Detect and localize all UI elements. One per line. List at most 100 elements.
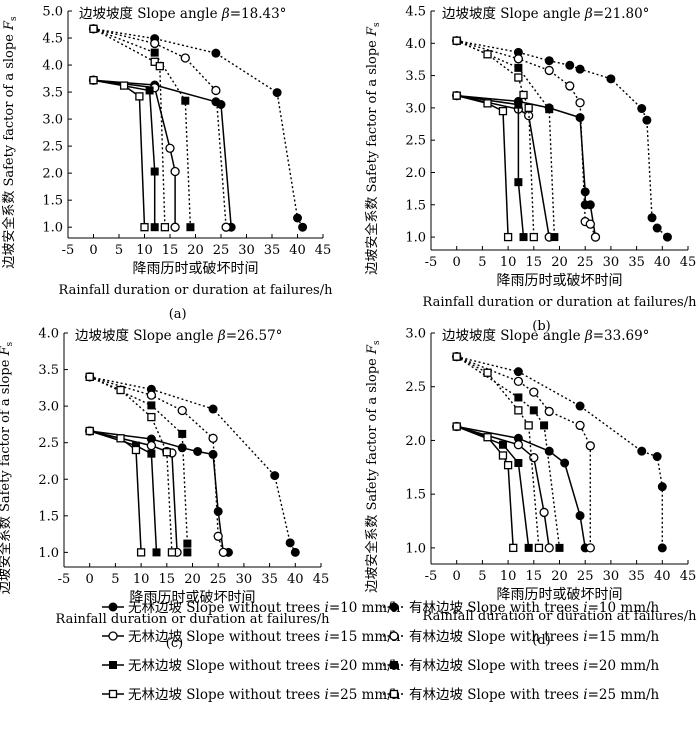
- data-point: [513, 54, 524, 64]
- data-point: [213, 506, 223, 516]
- data-point: [498, 451, 508, 460]
- chart-title: 边坡坡度 Slope angle β=21.80°: [442, 6, 649, 22]
- x-tick-label: 15: [159, 572, 176, 587]
- data-point: [606, 74, 616, 84]
- y-tick-label: 5.0: [42, 5, 63, 20]
- data-point: [503, 461, 513, 470]
- data-point: [514, 393, 523, 402]
- x-tick-label: -5: [425, 569, 438, 584]
- data-point: [452, 352, 461, 361]
- series-line: [456, 356, 561, 548]
- series-line: [93, 79, 156, 228]
- x-tick-label: 40: [654, 569, 671, 584]
- data-point: [298, 222, 308, 232]
- x-axis-label-cn: 降雨历时或破坏时间: [497, 587, 623, 603]
- data-point: [208, 404, 218, 414]
- series-5: [452, 36, 672, 242]
- y-axis-label: 边坡安全系数 Safety factor of a slope Fs: [0, 341, 15, 594]
- y-tick-label: 1.0: [42, 221, 63, 236]
- series-1: [85, 426, 233, 557]
- x-tick-label: 0: [89, 243, 97, 258]
- data-point: [135, 92, 144, 101]
- chart-panel-b: -5 0 5 10 15 20 25 30 35 40 45 1.0 1.5 2.0 2.5 3.0 3.5 4.…: [364, 5, 697, 335]
- series-5: [85, 372, 300, 557]
- data-point: [183, 539, 192, 548]
- data-point: [221, 222, 231, 232]
- panel-label: (c): [166, 636, 183, 651]
- legend-marker: [389, 689, 399, 699]
- data-point: [483, 50, 492, 59]
- y-tick-label: 2.5: [405, 380, 426, 395]
- data-point: [152, 548, 161, 557]
- series-line: [93, 28, 192, 228]
- data-point: [657, 482, 667, 492]
- x-tick-label: -5: [62, 243, 75, 258]
- y-tick-label: 3.5: [405, 69, 426, 84]
- legend-marker: [108, 631, 118, 641]
- legend-item: 有林边坡 Slope with trees i=15 mm/h: [383, 629, 660, 645]
- series-8: [452, 352, 544, 553]
- data-point: [170, 166, 180, 177]
- series-6: [85, 372, 228, 558]
- x-tick-label: 30: [236, 572, 253, 587]
- legend-marker: [109, 661, 117, 669]
- legend: 无林边坡 Slope without trees i=10 mm/h 有林边坡 S…: [102, 600, 660, 703]
- data-point: [565, 81, 575, 91]
- data-point: [575, 401, 585, 411]
- x-axis-label-en: Rainfall duration or duration at failure…: [423, 609, 698, 624]
- y-tick-label: 2.5: [42, 140, 63, 155]
- data-point: [514, 100, 523, 109]
- x-tick-label: 5: [111, 572, 119, 587]
- data-point: [524, 421, 533, 430]
- x-axis-label-en: Rainfall duration or duration at failure…: [56, 612, 331, 627]
- legend-label: 有林边坡 Slope with trees i=25 mm/h: [409, 687, 660, 703]
- legend-item: 有林边坡 Slope with trees i=20 mm/h: [383, 658, 660, 674]
- data-point: [575, 64, 585, 74]
- x-tick-label: 30: [603, 569, 620, 584]
- data-point: [585, 219, 595, 229]
- x-tick-label: 10: [136, 243, 153, 258]
- data-point: [290, 547, 300, 557]
- data-point: [150, 38, 160, 49]
- series-line: [456, 355, 663, 548]
- y-tick-label: 2.0: [405, 434, 426, 449]
- series-line: [89, 430, 158, 553]
- chart-title: 边坡坡度 Slope angle β=33.69°: [442, 328, 649, 344]
- y-axis-label: 边坡安全系数 Safety factor of a slope Fs: [364, 22, 382, 275]
- legend-label: 有林边坡 Slope with trees i=20 mm/h: [409, 658, 660, 674]
- x-tick-label: 5: [478, 255, 486, 270]
- data-point: [514, 406, 523, 415]
- x-tick-label: 20: [551, 255, 568, 270]
- legend-item: 无林边坡 Slope without trees i=20 mm/h: [102, 658, 401, 674]
- data-point: [285, 538, 295, 548]
- y-tick-label: 1.5: [405, 198, 426, 213]
- data-point: [585, 200, 595, 210]
- data-point: [662, 232, 672, 242]
- data-point: [529, 387, 539, 397]
- x-axis-label-en: Rainfall duration or duration at failure…: [423, 295, 698, 310]
- series-line: [89, 430, 229, 554]
- chart-panel-c: -5 0 5 10 15 20 25 30 35 40 45 1.0 1.5 2.0 2.5 3.0 3.5 4.…: [0, 327, 330, 652]
- x-tick-label: 25: [210, 572, 227, 587]
- data-point: [642, 115, 652, 125]
- series-line: [89, 376, 173, 553]
- y-tick-label: 3.5: [42, 86, 63, 101]
- series-4: [89, 76, 149, 232]
- y-tick-label: 1.5: [38, 509, 59, 524]
- x-tick-label: 35: [264, 243, 281, 258]
- x-tick-label: 5: [115, 243, 123, 258]
- y-tick-label: 2.5: [405, 134, 426, 149]
- y-tick-label: 2.0: [405, 166, 426, 181]
- data-point: [89, 24, 98, 33]
- x-axis-label-cn: 降雨历时或破坏时间: [497, 273, 623, 289]
- data-point: [565, 60, 575, 70]
- legend-label: 无林边坡 Slope without trees i=20 mm/h: [128, 658, 401, 674]
- series-8: [452, 36, 538, 242]
- data-point: [637, 104, 647, 114]
- data-point: [145, 86, 154, 95]
- legend-marker: [108, 602, 118, 612]
- series-line: [456, 40, 535, 238]
- chart-panel-a: -5 0 5 10 15 20 25 30 35 40 45 1.0 1.5 2.0 2.5 3.0 3.5 4.…: [1, 5, 333, 323]
- legend-item: 无林边坡 Slope without trees i=15 mm/h: [102, 629, 401, 645]
- data-point: [452, 422, 461, 431]
